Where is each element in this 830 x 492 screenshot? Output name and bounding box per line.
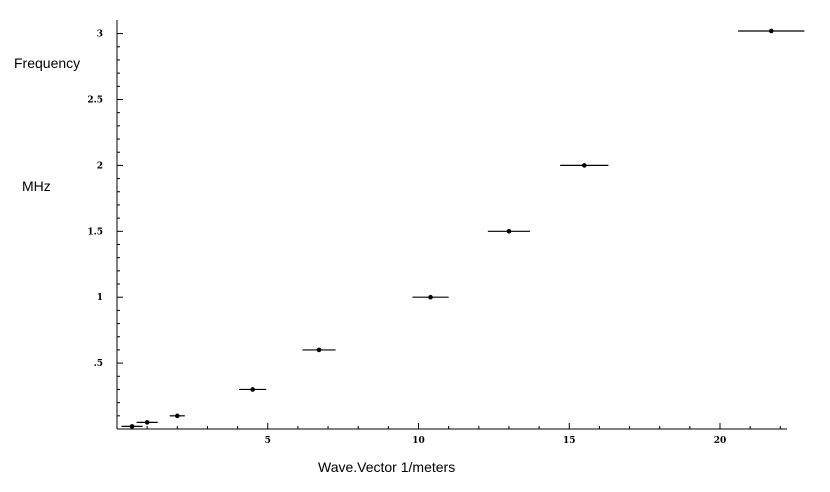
y-tick-label: .5 — [94, 359, 103, 369]
data-point — [250, 387, 255, 392]
y-tick-label: 2 — [97, 161, 103, 171]
data-points — [121, 28, 805, 429]
data-point — [316, 347, 322, 353]
y-axis-title-line2: MHz — [22, 178, 51, 194]
y-axis-title-line1: Frequency — [14, 55, 80, 71]
data-point — [144, 420, 150, 425]
data-point — [175, 413, 180, 419]
y-tick-label: 3 — [97, 30, 103, 40]
data-point — [768, 28, 774, 34]
data-point — [129, 424, 135, 429]
y-tick-label: 2.5 — [87, 96, 103, 106]
y-tick-label: 1 — [97, 293, 103, 303]
ticks: 5 10 15 20 .5 1 1.5 2 2.5 3 — [87, 30, 781, 446]
data-point — [582, 163, 587, 168]
data-point — [506, 229, 512, 234]
x-tick-label: 20 — [714, 436, 727, 446]
x-tick-label: 15 — [563, 436, 576, 446]
y-tick-label: 1.5 — [87, 227, 103, 237]
axes — [116, 20, 787, 430]
x-tick-label: 10 — [412, 436, 425, 446]
x-axis-title: Wave.Vector 1/meters — [318, 459, 455, 475]
data-point — [428, 294, 433, 300]
x-tick-label: 5 — [265, 436, 271, 446]
